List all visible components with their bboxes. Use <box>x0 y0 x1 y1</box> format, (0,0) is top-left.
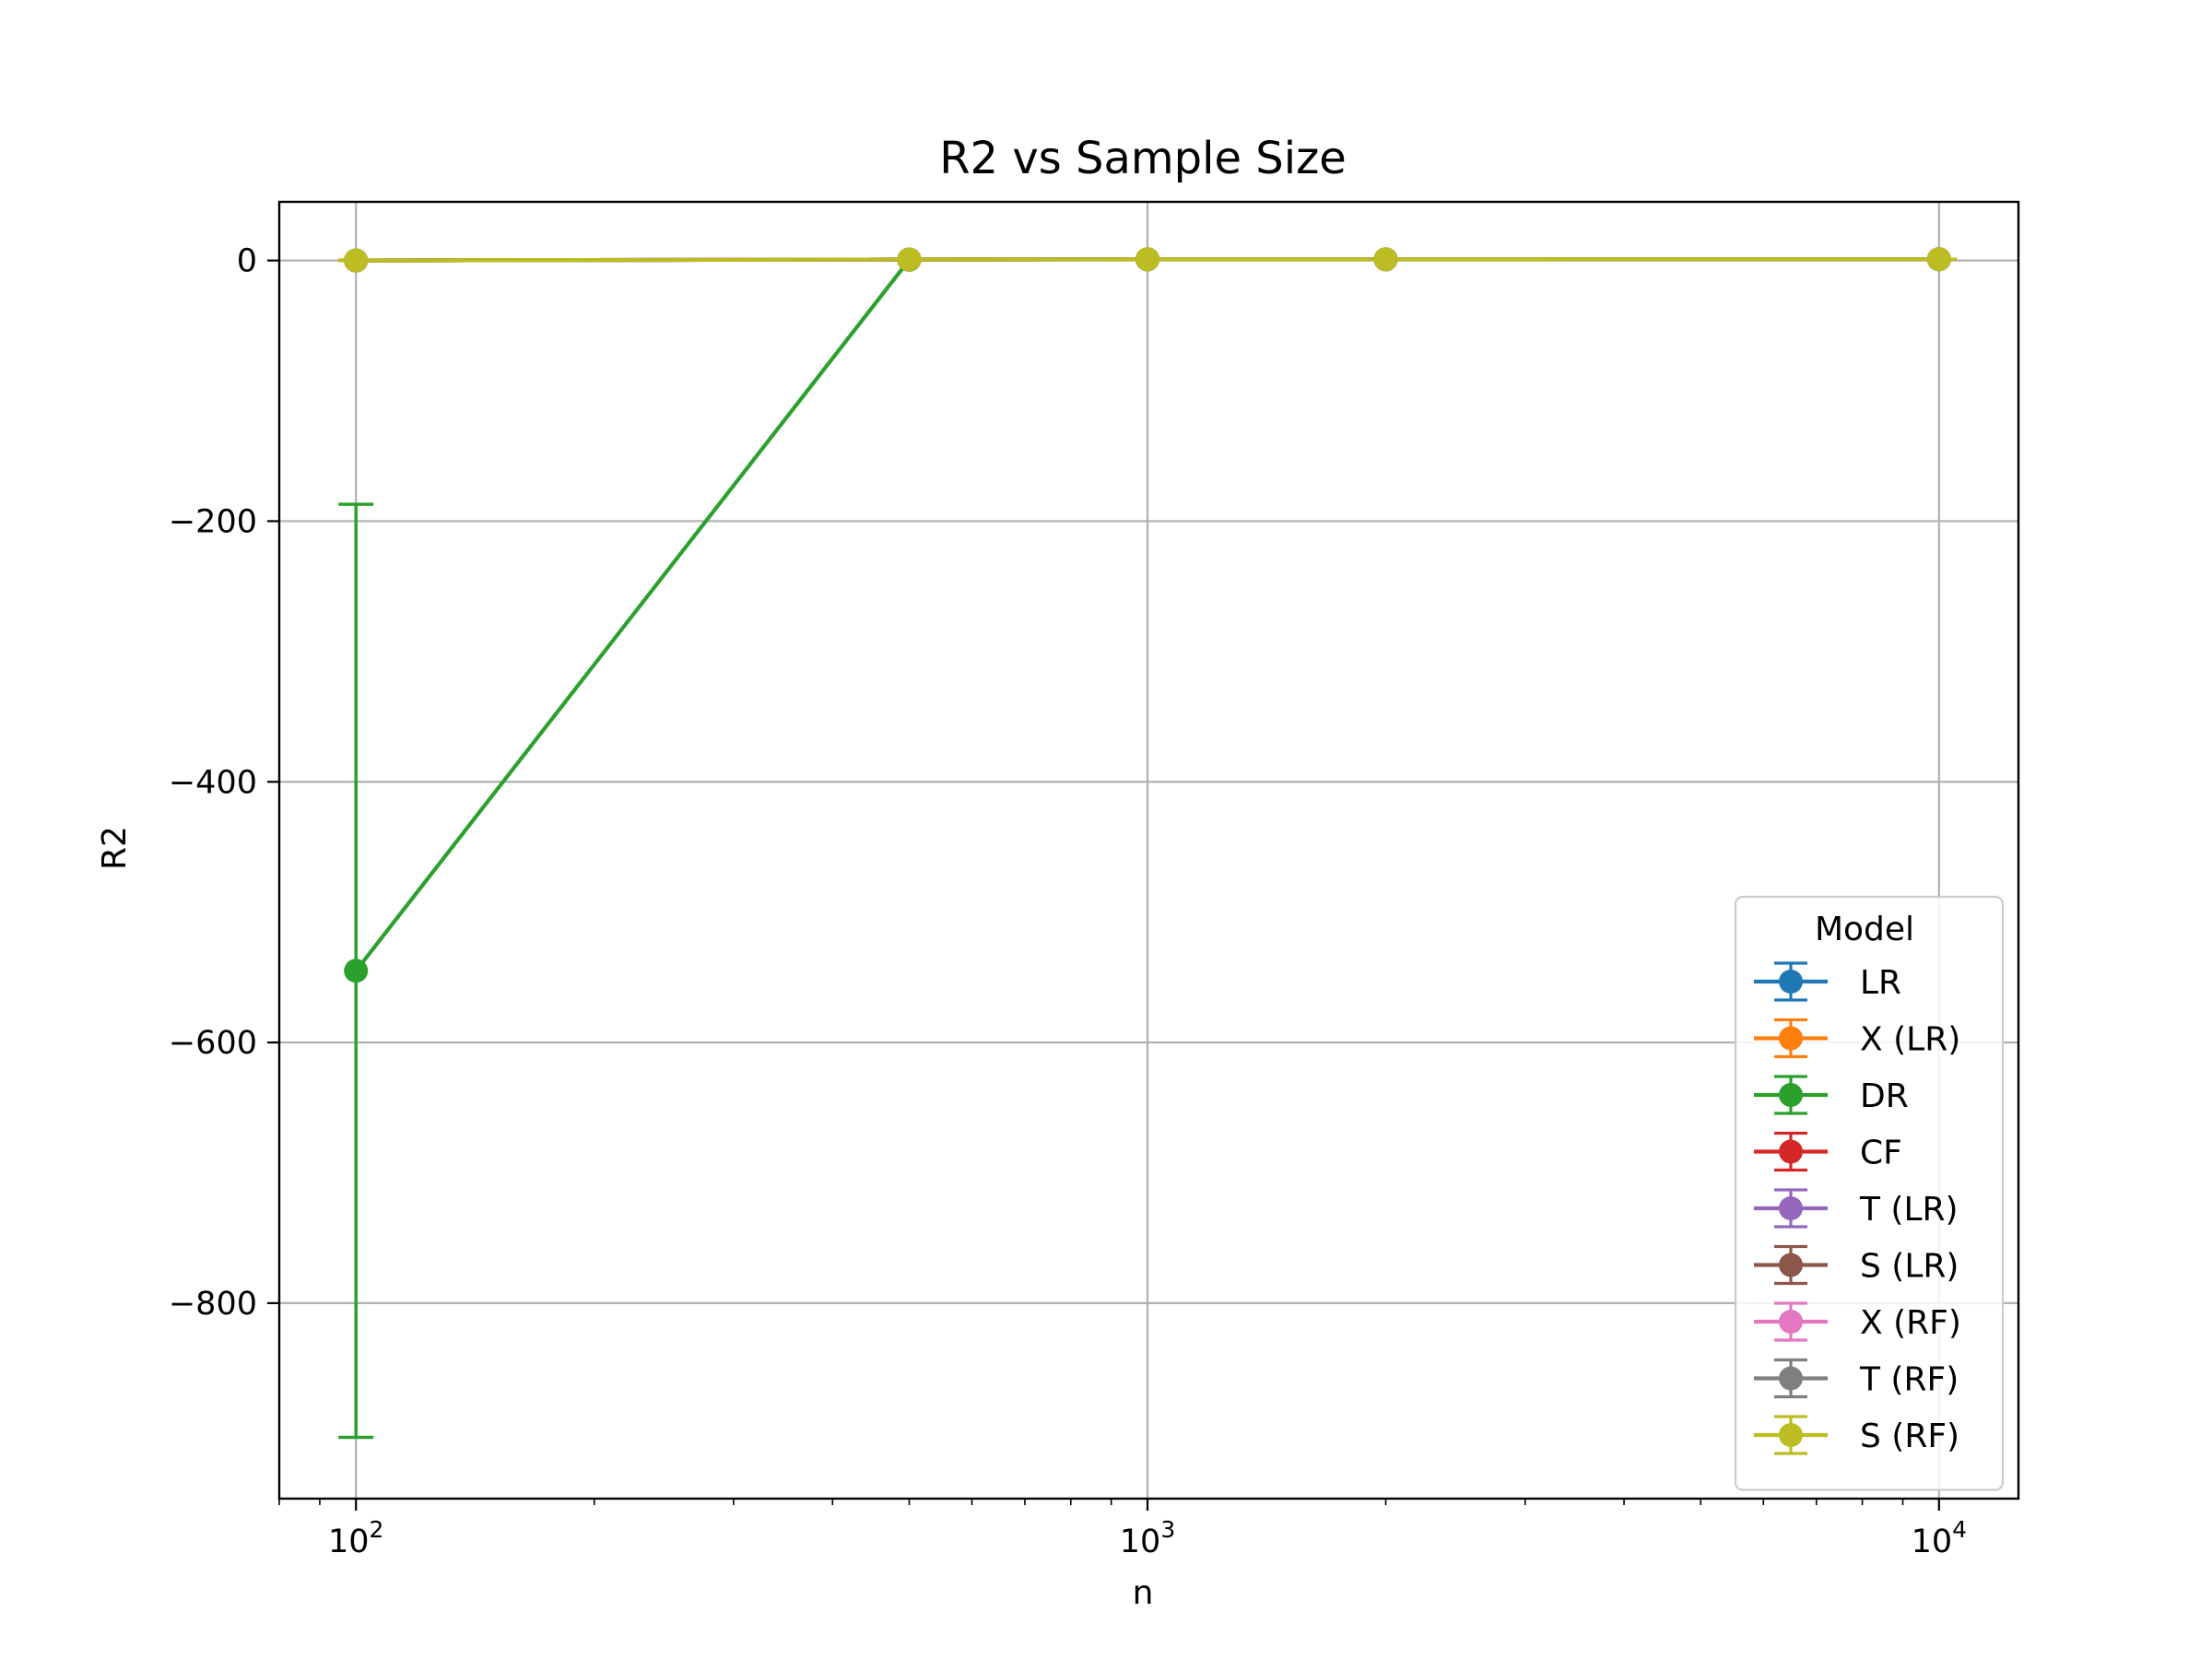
legend-label: T (LR) <box>1859 1191 1959 1229</box>
legend-marker <box>1779 1253 1803 1277</box>
legend-title: Model <box>1815 911 1914 948</box>
legend-marker <box>1779 1139 1803 1164</box>
legend-item-5: T (LR) <box>1754 1188 1959 1229</box>
legend-marker <box>1779 1366 1803 1391</box>
legend-label: T (RF) <box>1859 1361 1959 1399</box>
data-point <box>344 248 369 273</box>
data-point <box>1373 247 1398 272</box>
y-tick-label: 0 <box>237 243 257 280</box>
data-point <box>344 959 369 983</box>
data-point <box>1926 247 1951 272</box>
legend-box <box>1734 895 2005 1491</box>
legend-label: S (LR) <box>1860 1248 1959 1286</box>
legend-marker <box>1779 1196 1803 1220</box>
legend-label: X (LR) <box>1860 1021 1960 1059</box>
legend-marker <box>1779 1026 1803 1051</box>
y-tick-label: −800 <box>169 1286 257 1323</box>
y-tick-label: −200 <box>169 503 257 540</box>
legend-item-9: S (RF) <box>1754 1415 1959 1455</box>
axes: 0 −200 −400 −600 −800 102 103 104 <box>169 200 2020 1560</box>
x-axis-label: n <box>1133 1574 1154 1612</box>
legend-marker <box>1779 970 1803 994</box>
legend-label: LR <box>1860 964 1901 1002</box>
legend-marker <box>1779 1423 1803 1447</box>
legend-item-8: T (RF) <box>1754 1358 1959 1399</box>
legend-item-1: LR <box>1754 961 1901 1002</box>
data-point <box>897 247 922 272</box>
legend-item-6: S (LR) <box>1754 1244 1959 1286</box>
data-point <box>1135 247 1160 272</box>
y-tick-label: −600 <box>169 1025 257 1062</box>
legend-marker <box>1779 1083 1803 1107</box>
y-axis-label: R2 <box>96 826 134 870</box>
x-tick-label: 104 <box>1912 1516 1967 1560</box>
legend-label: CF <box>1860 1135 1902 1172</box>
legend-item-7: X (RF) <box>1754 1301 1961 1342</box>
legend: Model LR X (LR) DR CF T (LR) S (LR) X (RF) T (RF… <box>1734 895 2005 1491</box>
x-tick-label: 102 <box>328 1516 383 1560</box>
chart-title: R2 vs Sample Size <box>939 133 1347 184</box>
legend-label: DR <box>1860 1077 1909 1115</box>
legend-item-2: X (LR) <box>1754 1018 1960 1059</box>
legend-item-3: DR <box>1754 1075 1909 1115</box>
legend-label: S (RF) <box>1860 1418 1959 1455</box>
legend-label: X (RF) <box>1860 1304 1961 1342</box>
x-tick-label: 103 <box>1120 1516 1175 1560</box>
plot-data <box>338 247 1957 1440</box>
y-tick-label: −400 <box>169 764 257 801</box>
legend-marker <box>1779 1310 1803 1334</box>
series-9 <box>338 247 1957 273</box>
axes-frame <box>277 200 2020 1500</box>
legend-item-4: CF <box>1754 1131 1902 1172</box>
